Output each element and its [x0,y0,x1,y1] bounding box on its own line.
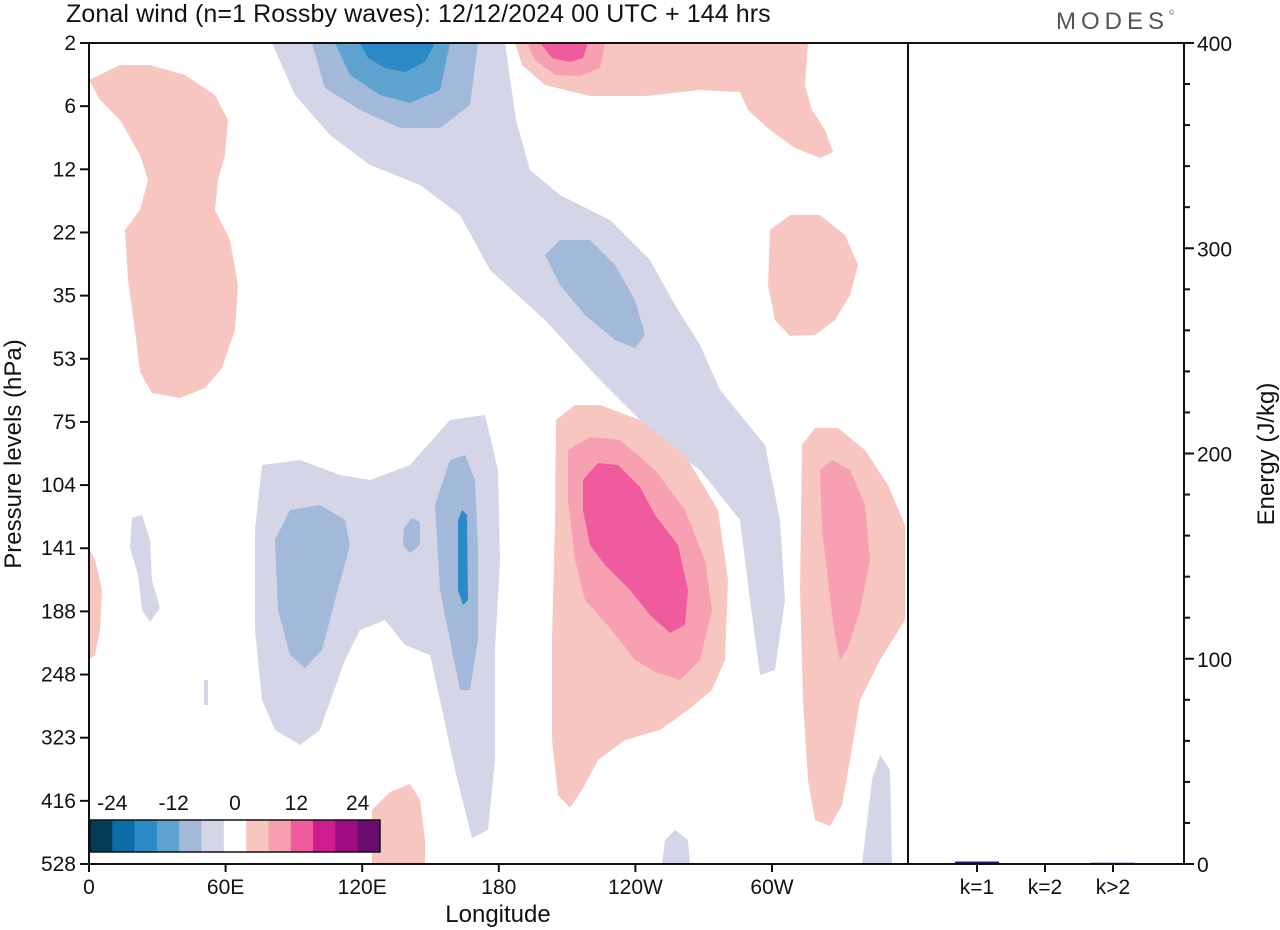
y-tick-label: 141 [41,537,76,560]
neg-region-bottom-right [862,755,892,864]
bar-category-label: k=1 [960,876,994,899]
y-tick-label: 12 [53,158,76,181]
colorbar-swatch [313,820,336,852]
y-tick-label: 75 [53,411,76,434]
colorbar-swatch [156,820,180,852]
pos-region-left-column [89,65,238,398]
pos-region-bottom-left [372,784,425,864]
x-tick-label: 60E [207,876,244,899]
neg-region-l2-small [403,518,420,553]
chart-title: Zonal wind (n=1 Rossby waves): 12/12/202… [66,0,771,28]
energy-bars: k=1 k=2 k>2 [908,861,1184,899]
colorbar-label: 24 [346,792,370,815]
pos-region-l3-top [540,43,588,62]
colorbar-label: 0 [229,792,241,815]
colorbar-swatch [335,820,359,852]
colorbar-swatch [201,820,225,852]
neg-region-small-left [130,515,160,622]
bar-category-label: k=2 [1028,876,1062,899]
colorbar-label: 12 [285,792,308,815]
y-axis-title: Pressure levels (hPa) [0,339,27,568]
energy-tick-label: 0 [1197,854,1209,877]
y-tick-label: 53 [53,348,76,371]
colorbar-swatch [290,820,314,852]
y-tick-label: 248 [41,664,76,687]
colorbar-swatch [90,820,113,852]
neg-region-bottom-mid [662,830,690,864]
logo-mark: © [1169,10,1175,17]
x-tick-label: 120E [338,876,387,899]
x-tick-label: 180 [481,876,516,899]
pos-region-center-l3 [583,463,688,633]
energy-axis-ticks: 0 100 200 300 400 [1184,33,1232,877]
contour-field [89,43,905,864]
bar-category-label: k>2 [1096,876,1130,899]
y-tick-label: 22 [53,221,76,244]
colorbar-labels: -24 -12 0 12 24 [97,792,370,815]
y-tick-label: 35 [53,285,76,308]
neg-region-upper-band [272,43,785,675]
y-tick-label: 2 [64,32,76,55]
energy-bar [955,861,999,864]
neg-region-l2-left [275,505,350,668]
colorbar-swatch [246,820,269,852]
logo-text: MODES [1056,8,1170,35]
pos-region-top-right [515,43,833,158]
colorbar-label: -24 [97,792,128,815]
x-axis-title: Longitude [445,901,550,928]
y-tick-label: 6 [64,95,76,118]
neg-region-l4-top [360,43,435,72]
y-tick-label: 416 [41,790,76,813]
neg-region-l2-mid [545,240,645,348]
x-tick-label: 120W [608,876,663,899]
pos-region-right-blob [768,215,858,336]
x-axis-ticks: 0 60E 120E 180 120W 60W [83,864,794,899]
y-tick-label: 528 [41,853,76,876]
modes-logo: MODES© [1056,8,1174,36]
y-tick-label: 323 [41,727,76,750]
neg-region-l3-sliver [458,510,468,605]
pos-region-edge-left [89,548,102,660]
colorbar-label: -12 [158,792,188,815]
y-tick-label: 188 [41,600,76,623]
y-tick-label: 104 [41,474,76,497]
colorbar-swatch [223,820,247,852]
pos-region-right-l2 [820,460,870,660]
neg-region-dot [204,680,208,705]
colorbar [89,819,381,853]
x-tick-label: 0 [83,876,95,899]
y-axis-ticks: 2 6 12 22 35 53 75 104 141 188 248 323 416 528 [41,32,89,876]
colorbar-swatch [268,820,292,852]
colorbar-swatch [134,820,158,852]
energy-axis-title: Energy (J/kg) [1253,383,1280,526]
colorbar-swatch [112,820,136,852]
x-tick-label: 60W [750,876,793,899]
energy-tick-label: 400 [1197,33,1232,56]
energy-tick-label: 300 [1197,238,1232,261]
colorbar-swatch [357,820,381,852]
colorbar-swatch [179,820,203,852]
energy-tick-label: 100 [1197,649,1232,672]
energy-tick-label: 200 [1197,444,1232,467]
neg-region-l2-right [435,455,478,690]
